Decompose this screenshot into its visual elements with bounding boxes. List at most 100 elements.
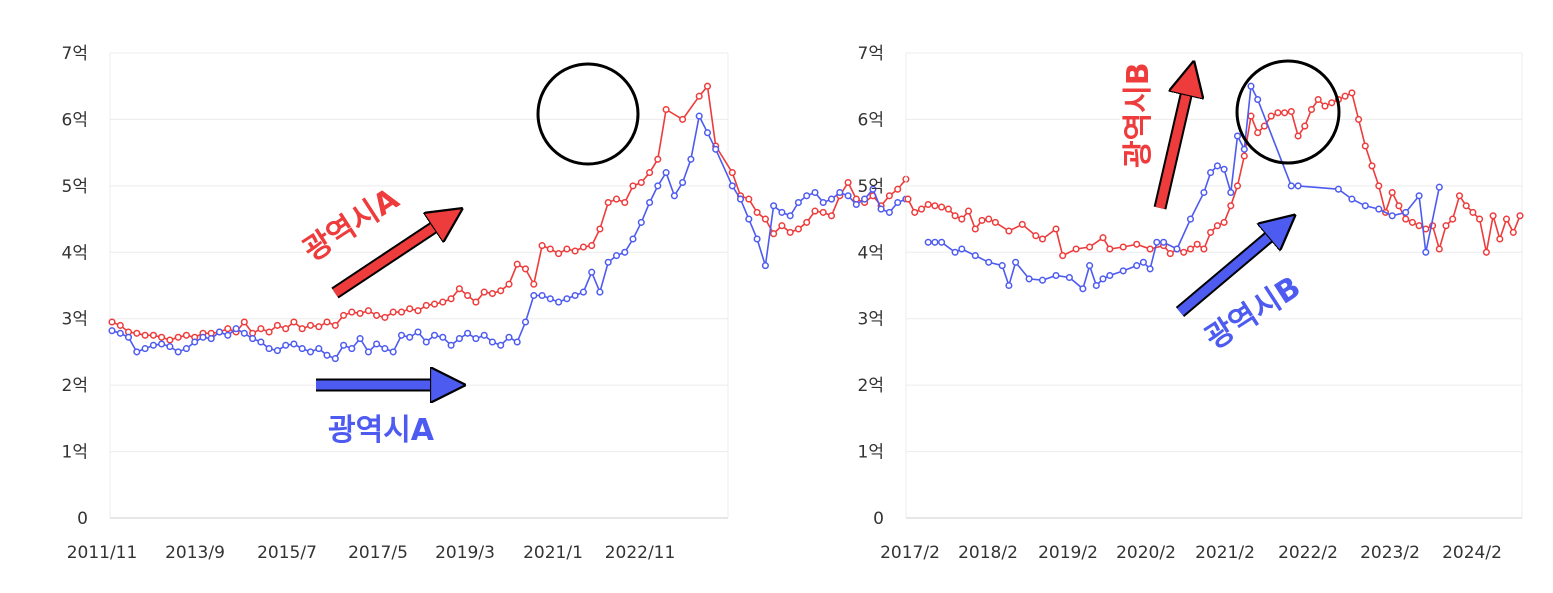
left-blue-data-point [373, 340, 381, 348]
left-blue-data-point [249, 335, 257, 343]
right-red-data-point [1207, 228, 1215, 236]
right-red-data-point [1482, 248, 1490, 256]
right-blue-data-point [1220, 165, 1228, 173]
right-x-tick-label: 2024/2 [1442, 543, 1502, 563]
left-red-data-point [240, 318, 248, 326]
left-red-data-point [108, 318, 116, 326]
left-red-data-point [373, 311, 381, 319]
left-red-data-point [894, 185, 902, 193]
right-red-data-point [1408, 218, 1416, 226]
left-chart: 0 1억 2억 3억 4억 5억 6억 7억 2011/11 2013/9 2015/7 2017/5… [62, 44, 910, 563]
left-blue-data-point [191, 338, 199, 346]
right-blue-data-point [1005, 281, 1013, 290]
left-x-tick-label: 2017/5 [348, 543, 408, 563]
right-red-data-point [951, 212, 959, 220]
right-red-data-point [1267, 112, 1275, 120]
right-blue-data-point [1348, 195, 1356, 203]
left-blue-data-point [844, 192, 852, 200]
left-red-data-point [282, 325, 290, 333]
left-blue-data-point [794, 198, 802, 207]
right-red-data-point [1287, 107, 1295, 116]
left-blue-data-point [207, 335, 215, 343]
left-red-data-point [786, 228, 794, 236]
left-blue-data-point [224, 331, 232, 339]
left-red-data-point [298, 325, 306, 333]
left-red-data-point [340, 311, 348, 319]
left-red-data-point [257, 325, 265, 333]
right-red-data-point [1106, 245, 1114, 253]
left-blue-data-point [588, 268, 596, 276]
left-red-data-point [604, 198, 612, 207]
right-red-data-point [1294, 132, 1302, 140]
left-y-tick-label: 0 [77, 509, 88, 529]
right-red-data-point [1032, 232, 1040, 240]
left-blue-data-point [877, 205, 885, 213]
right-blue-data-point [1186, 215, 1195, 223]
left-red-data-point [141, 331, 149, 339]
left-red-data-point [621, 198, 629, 207]
left-red-data-point [803, 218, 811, 226]
right-x-tick-label: 2017/2 [880, 543, 940, 563]
left-blue-data-point [736, 195, 745, 203]
right-red-data-point [1462, 202, 1470, 210]
left-red-data-point [778, 222, 786, 230]
right-red-data-point [1119, 243, 1127, 251]
left-red-data-point [844, 178, 852, 187]
right-blue-data-point [1247, 82, 1255, 90]
right-red-data-point [1355, 115, 1363, 123]
right-red-data-point [1348, 89, 1356, 97]
right-blue-data-point [1287, 182, 1295, 190]
right-blue-data-point [1065, 273, 1073, 282]
right-red-data-point [1489, 212, 1497, 220]
left-red-data-point [406, 305, 414, 313]
right-y-tick-label: 5억 [858, 177, 884, 197]
left-red-data-point [158, 333, 166, 341]
left-blue-data-point [273, 347, 281, 355]
left-blue-data-point [662, 169, 670, 177]
right-blue-data-point [1133, 262, 1141, 270]
right-red-data-point [1368, 162, 1376, 170]
left-red-data-point [315, 323, 323, 331]
left-red-data-point [513, 260, 521, 268]
right-chart-series [904, 82, 1524, 293]
right-red-data-point [1233, 182, 1242, 190]
left-red-data-point [455, 285, 463, 293]
right-red-data-point [1220, 218, 1228, 226]
left-x-tick-label: 2015/7 [257, 543, 317, 563]
right-blue-data-point [985, 258, 993, 266]
left-blue-data-point [505, 333, 513, 341]
right-blue-data-point [1160, 238, 1168, 246]
right-blue-data-point [1227, 188, 1235, 197]
left-red-data-point [389, 308, 397, 316]
left-blue-data-point [803, 192, 811, 200]
left-red-data-point [819, 208, 827, 216]
right-red-data-point [1449, 215, 1457, 223]
left-blue-data-point [786, 212, 794, 220]
left-blue-data-point [745, 215, 753, 223]
right-red-data-point [917, 205, 926, 213]
left-red-data-point [695, 92, 703, 100]
right-chart-axes: 0 1억 2억 3억 4억 5억 6억 7억 2017/2 2018/2 2019/2 2020/2 2… [858, 44, 1502, 563]
left-red-data-point [116, 321, 124, 329]
right-red-data-point [1442, 222, 1450, 230]
left-blue-data-point [861, 195, 869, 203]
left-red-data-point [290, 318, 298, 326]
right-red-data-point [1502, 215, 1511, 223]
left-blue-data-point [340, 341, 348, 349]
left-y-tick-label: 7억 [62, 44, 88, 64]
right-red-data-point [1052, 225, 1060, 233]
right-red-data-point [1402, 215, 1410, 223]
left-red-data-point [629, 182, 637, 190]
left-blue-data-point [530, 291, 538, 300]
left-blue-data-point [480, 331, 488, 339]
right-blue-data-point [1146, 265, 1154, 273]
left-blue-data-point [232, 325, 240, 333]
right-red-data-point [1247, 112, 1255, 120]
left-red-data-point [464, 291, 472, 300]
left-red-data-point [174, 333, 182, 341]
right-red-data-point [1281, 109, 1289, 117]
left-blue-data-point [116, 329, 124, 337]
left-red-data-point [182, 331, 190, 339]
right-x-tick-label: 2020/2 [1116, 543, 1176, 563]
right-red-data-point [1072, 245, 1080, 253]
